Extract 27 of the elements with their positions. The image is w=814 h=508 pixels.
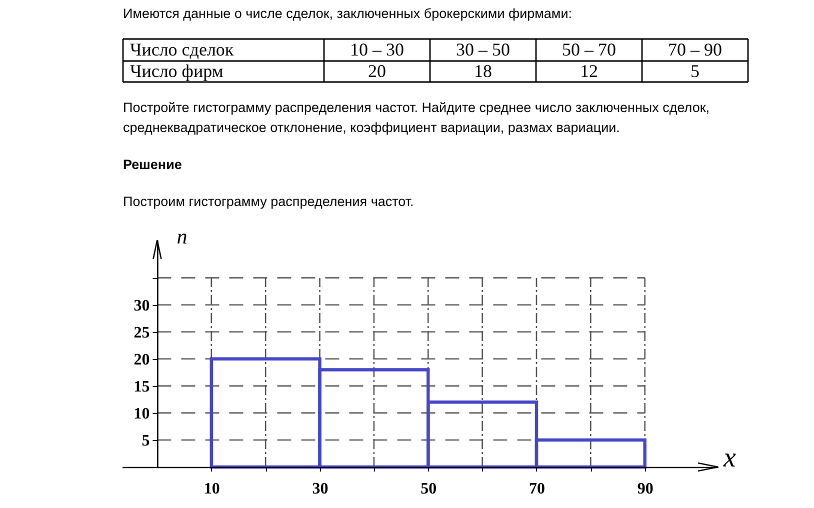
y-tick-label: 25 (134, 324, 150, 342)
text: Постройте гистограмму распределения частот. Найдите среднее число заключенных сделок, среднеквадратическое отклонение, коэффициент вариации, размах вариации. (123, 100, 710, 135)
y-tick-label: 15 (134, 378, 150, 396)
text: 12 (580, 61, 598, 81)
y-tick-label: 5 (142, 432, 150, 450)
x-tick-label: 30 (312, 480, 328, 498)
x-axis-title: x (722, 442, 736, 474)
text: 5 (690, 61, 700, 81)
text: 30 – 50 (456, 40, 510, 60)
text: Решение (123, 157, 182, 172)
text: Имеются данные о числе сделок, заключенных брокерскими фирмами: (123, 6, 572, 21)
x-tick-label: 70 (528, 480, 545, 498)
x-tick-label: 90 (637, 480, 654, 498)
y-tick-label: 20 (134, 351, 150, 368)
y-tick-label: 10 (134, 405, 150, 422)
text: 50 – 70 (562, 40, 616, 60)
text: 10 – 30 (350, 40, 404, 60)
y-axis-title: n (176, 224, 188, 248)
x-tick-label: 50 (420, 480, 437, 498)
text: 18 (474, 61, 492, 81)
text: Число сделок (130, 40, 234, 60)
y-tick-label: 30 (134, 297, 150, 314)
text: Построим гистограмму распределения частот. (123, 194, 414, 209)
x-tick-label: 10 (204, 480, 220, 498)
text: 70 – 90 (668, 40, 722, 60)
text: 20 (368, 61, 386, 81)
text: Число фирм (130, 61, 224, 81)
